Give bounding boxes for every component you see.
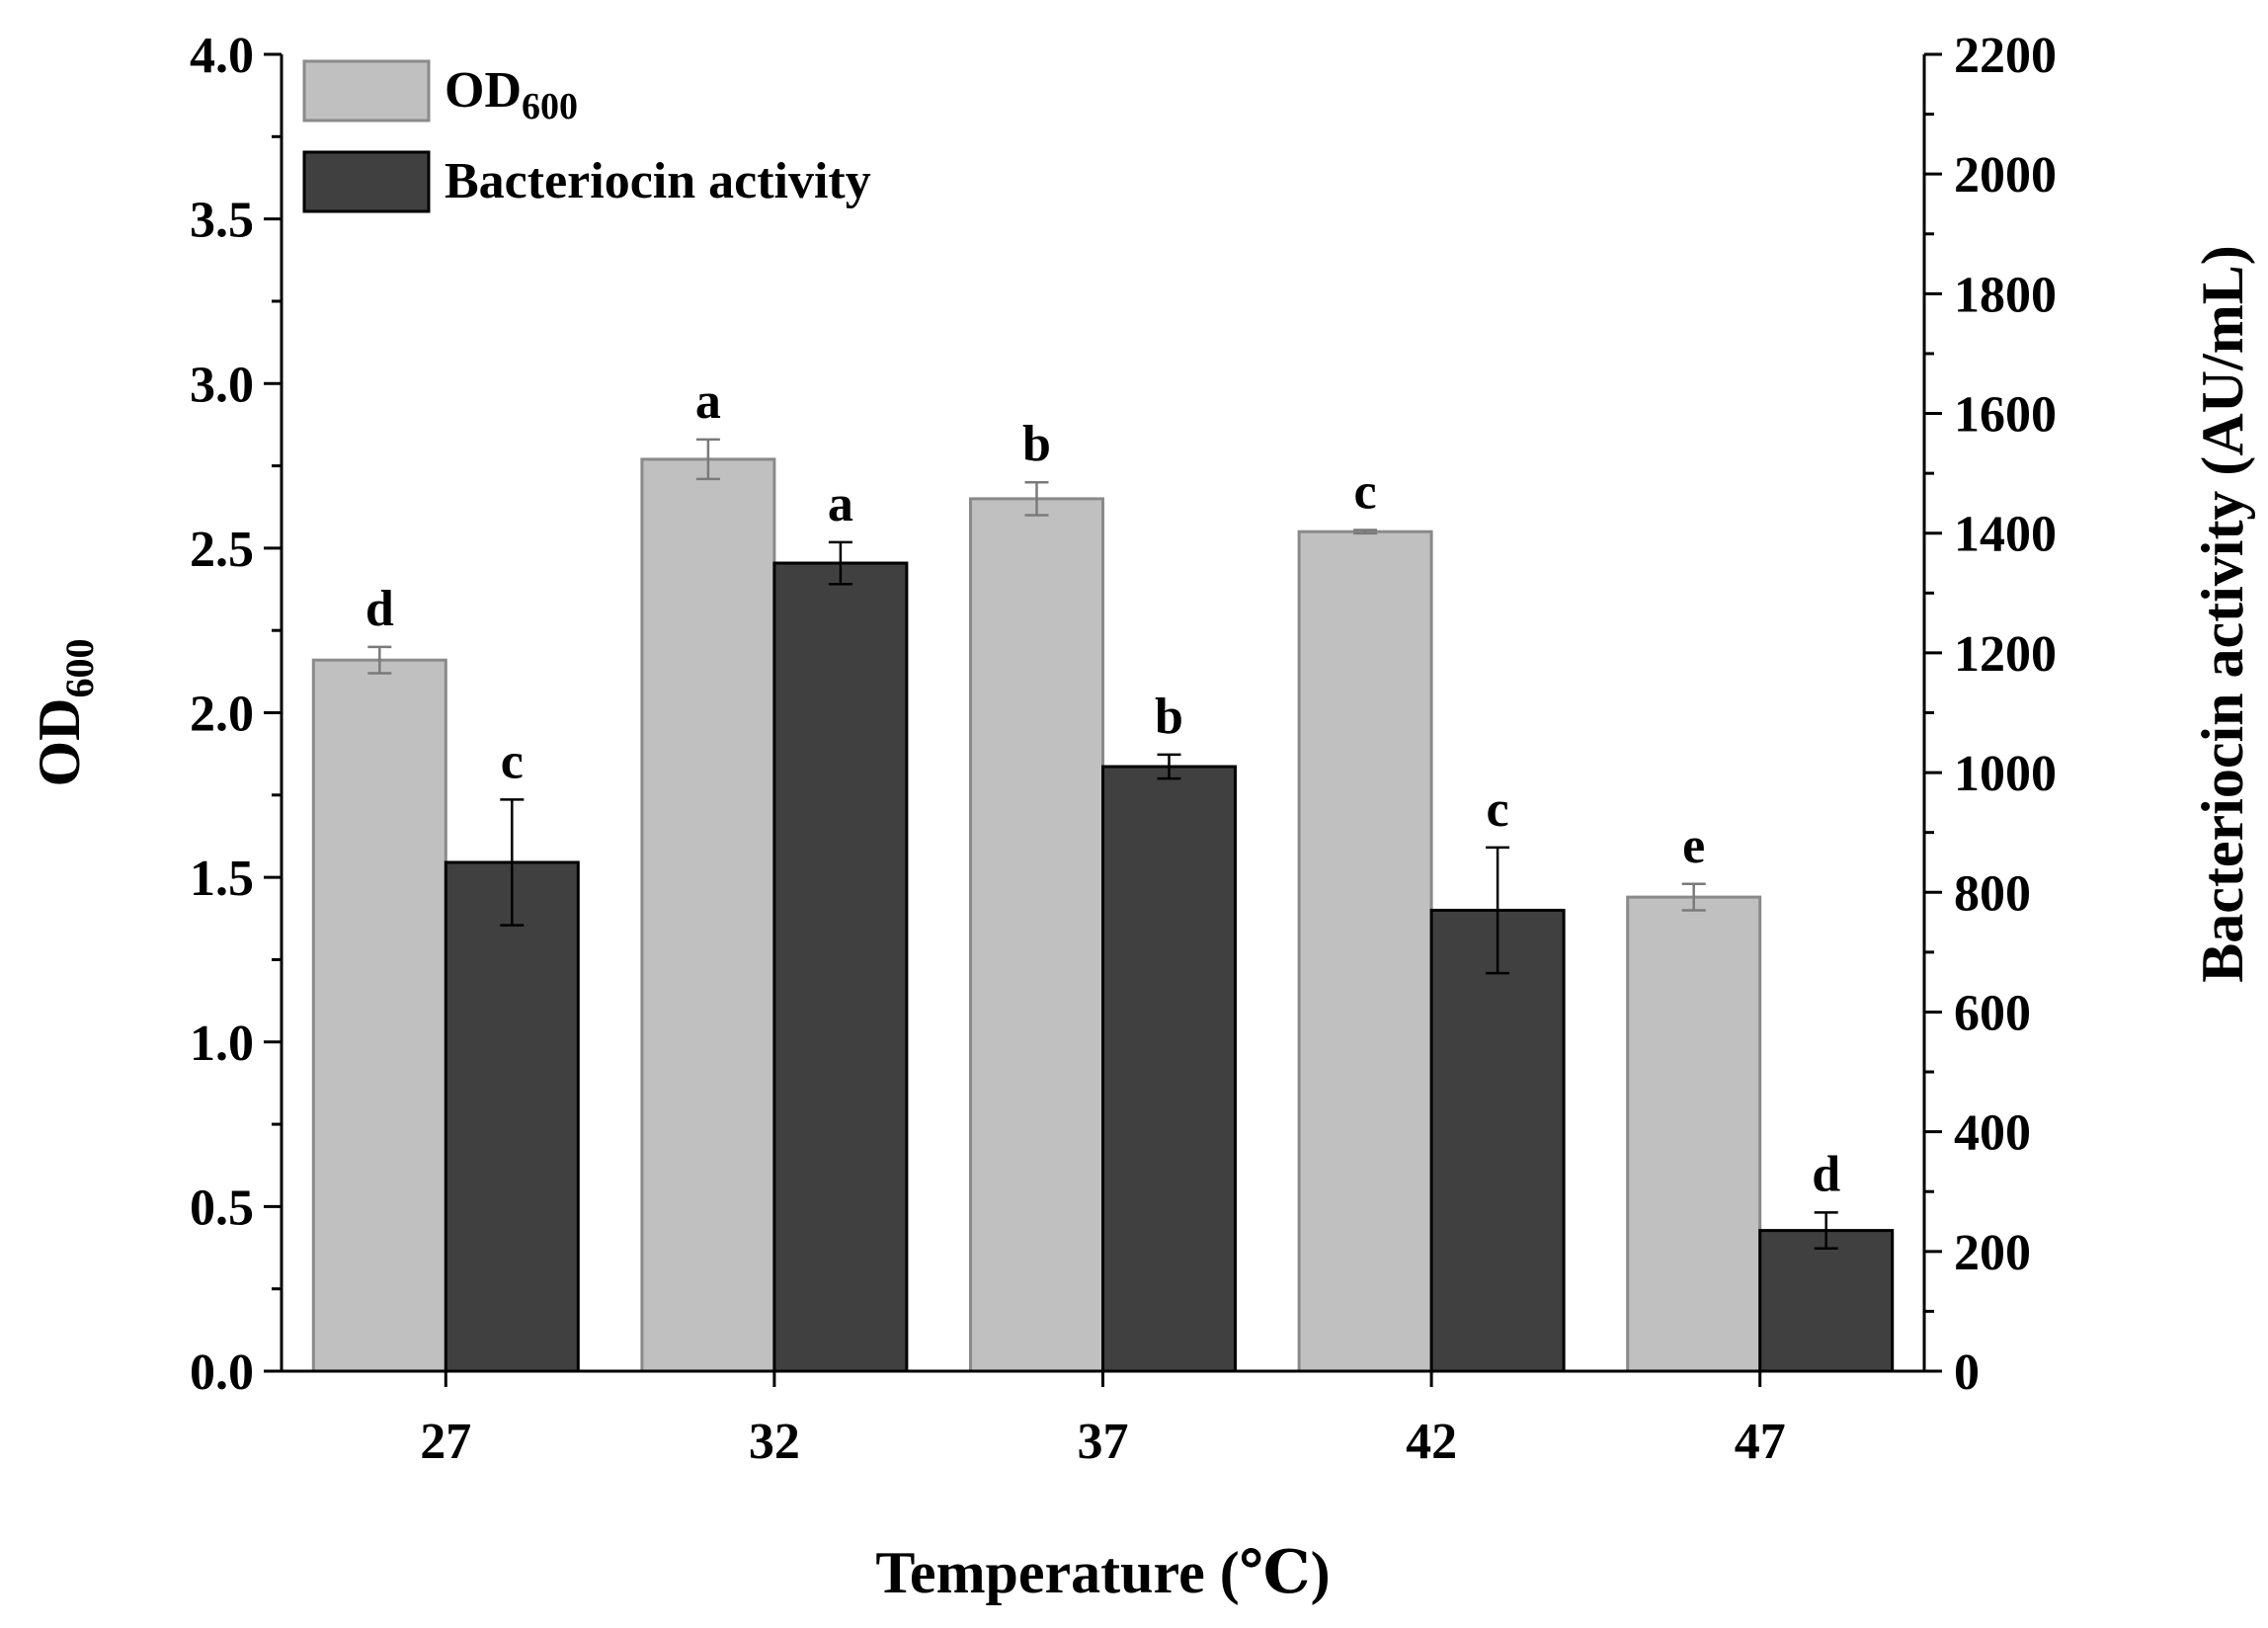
left-tick-label: 1.0 — [190, 1016, 254, 1072]
bar-bacteriocin-activity-47 — [1758, 1229, 1895, 1373]
legend-label-main: OD — [445, 62, 522, 119]
left-tick-label: 3.5 — [190, 193, 254, 249]
bar-bacteriocin-activity-27 — [444, 860, 580, 1373]
bars-layer — [311, 457, 1895, 1373]
bar-bacteriocin-activity-42 — [1429, 908, 1566, 1373]
significance-label: a — [828, 476, 853, 532]
x-tick-label: 37 — [1078, 1414, 1129, 1470]
left-axis-title: OD600 — [27, 639, 102, 787]
legend: OD600 Bacteriocin activity — [302, 59, 871, 213]
legend-label-sub: 600 — [522, 86, 578, 127]
bar-od600-32 — [640, 457, 776, 1373]
x-tick-label: 27 — [420, 1414, 471, 1470]
axes-layer: 0.0 0.5 1.0 1.5 2.0 2.5 3.0 3.5 4.0 0 200 400 600 800… — [190, 28, 2057, 1470]
legend-label-od600: OD600 — [445, 62, 578, 127]
legend-swatch-bacteriocin-activity — [302, 150, 431, 213]
left-tick-label: 0.0 — [190, 1344, 254, 1401]
right-tick-label: 800 — [1954, 865, 2031, 922]
significance-label: a — [695, 373, 721, 430]
left-axis-title-main: OD — [27, 698, 92, 787]
bar-od600-27 — [311, 658, 447, 1373]
legend-label-main: Bacteriocin activity — [445, 153, 871, 209]
significance-label: d — [365, 581, 394, 637]
x-tick-label: 47 — [1735, 1414, 1786, 1470]
right-tick-label: 1400 — [1954, 507, 2057, 563]
x-tick-label: 42 — [1406, 1414, 1457, 1470]
right-tick-label: 1000 — [1954, 746, 2057, 802]
left-tick-label: 3.0 — [190, 357, 254, 413]
right-tick-label: 1600 — [1954, 387, 2057, 444]
right-tick-label: 200 — [1954, 1225, 2031, 1281]
legend-label-bacteriocin-activity: Bacteriocin activity — [445, 153, 871, 209]
right-tick-label: 0 — [1954, 1344, 1980, 1401]
significance-label: c — [1354, 464, 1377, 521]
significance-label: e — [1682, 818, 1705, 874]
right-tick-label: 1800 — [1954, 267, 2057, 323]
significance-label: c — [501, 733, 524, 789]
x-axis-title-text: Temperature — [875, 1540, 1219, 1605]
left-axis-title-sub: 600 — [57, 639, 102, 698]
significance-label: b — [1022, 416, 1051, 472]
right-tick-label: 1200 — [1954, 626, 2057, 683]
bar-bacteriocin-activity-32 — [772, 561, 909, 1373]
left-tick-label: 2.5 — [190, 522, 254, 578]
significance-labels-layer: d a b c e c a b c d — [365, 373, 1840, 1203]
bar-bacteriocin-activity-37 — [1101, 765, 1237, 1373]
right-tick-label: 2200 — [1954, 28, 2057, 84]
right-tick-label: 600 — [1954, 985, 2031, 1041]
bar-od600-42 — [1297, 529, 1433, 1373]
right-tick-label: 400 — [1954, 1105, 2031, 1162]
significance-label: d — [1812, 1146, 1840, 1202]
right-axis-title: Bacteriocin activity (AU/mL) — [2190, 245, 2255, 982]
axis-titles: Temperature (℃)OD600 Bacteriocin activity… — [27, 245, 2255, 1605]
legend-swatch-od600 — [302, 59, 431, 122]
left-tick-label: 0.5 — [190, 1180, 254, 1236]
bar-od600-47 — [1626, 895, 1762, 1373]
right-tick-label: 2000 — [1954, 147, 2057, 204]
left-tick-label: 2.0 — [190, 687, 254, 743]
left-tick-label: 4.0 — [190, 28, 254, 84]
significance-label: c — [1487, 781, 1509, 838]
x-axis-unit: (℃) — [1220, 1540, 1331, 1605]
x-tick-label: 32 — [749, 1414, 800, 1470]
significance-label: b — [1155, 689, 1183, 745]
x-axis-title: Temperature (℃) — [875, 1540, 1330, 1605]
error-bars-layer — [367, 438, 1838, 1251]
left-tick-label: 1.5 — [190, 851, 254, 907]
bar-od600-37 — [969, 497, 1104, 1373]
